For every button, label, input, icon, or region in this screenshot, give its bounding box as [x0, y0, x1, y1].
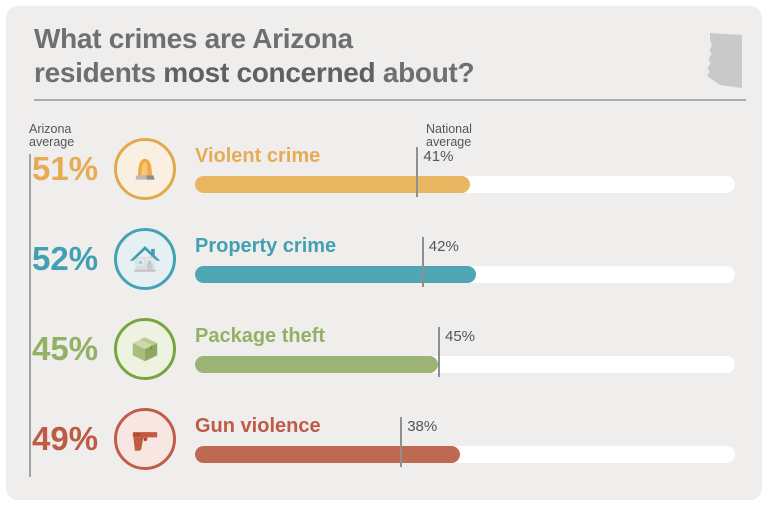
bar-fill: [195, 446, 460, 463]
national-value: 45%: [445, 328, 476, 345]
national-average-tick: [400, 417, 403, 467]
bar-row-gun-violence: 49% Gun violence 38%: [0, 408, 768, 498]
bar-fill: [195, 356, 438, 373]
bar-row-package-theft: 45% Package theft 45%: [0, 318, 768, 408]
bar-row-property-crime: 52% Property crime 42%: [0, 228, 768, 318]
national-value: 41%: [423, 148, 454, 165]
house-icon: [129, 246, 161, 272]
bar-track: [195, 446, 735, 463]
arizona-value: 51%: [32, 150, 99, 187]
category-label: Violent crime: [195, 145, 321, 167]
bar-track: [195, 266, 735, 283]
arizona-value: 45%: [32, 330, 99, 367]
bar-fill: [195, 176, 471, 193]
category-label: Property crime: [195, 235, 337, 257]
page-title: What crimes are Arizona residents most c…: [34, 22, 475, 90]
title-line-1: What crimes are Arizona: [34, 23, 353, 54]
national-average-tick: [421, 237, 424, 287]
title-divider: [34, 99, 746, 101]
bar-track: [195, 356, 735, 373]
arizona-value: 52%: [32, 240, 99, 277]
bar-row-violent-crime: 51% Violent crime 41%: [0, 138, 768, 228]
bar-track: [195, 176, 735, 193]
arizona-state-icon: [707, 33, 742, 88]
national-average-label: National average: [426, 122, 472, 149]
title-line-2: residents most concerned about?: [34, 57, 475, 88]
category-icon-badge: [114, 138, 176, 200]
national-value: 38%: [407, 418, 438, 435]
gun-icon: [132, 432, 158, 451]
siren-icon: [135, 158, 155, 180]
arizona-average-label: Arizona average: [29, 122, 75, 149]
category-icon-badge: [114, 318, 176, 380]
national-average-tick: [416, 147, 419, 197]
category-icon-badge: [114, 408, 176, 470]
category-label: Gun violence: [195, 415, 321, 437]
bar-fill: [195, 266, 476, 283]
arizona-value: 49%: [32, 420, 99, 457]
arizona-average-axis-line: [29, 154, 31, 477]
national-average-tick: [438, 327, 440, 377]
category-icon-badge: [114, 228, 176, 290]
category-label: Package theft: [195, 325, 326, 347]
package-icon: [132, 337, 158, 362]
national-value: 42%: [428, 238, 459, 255]
